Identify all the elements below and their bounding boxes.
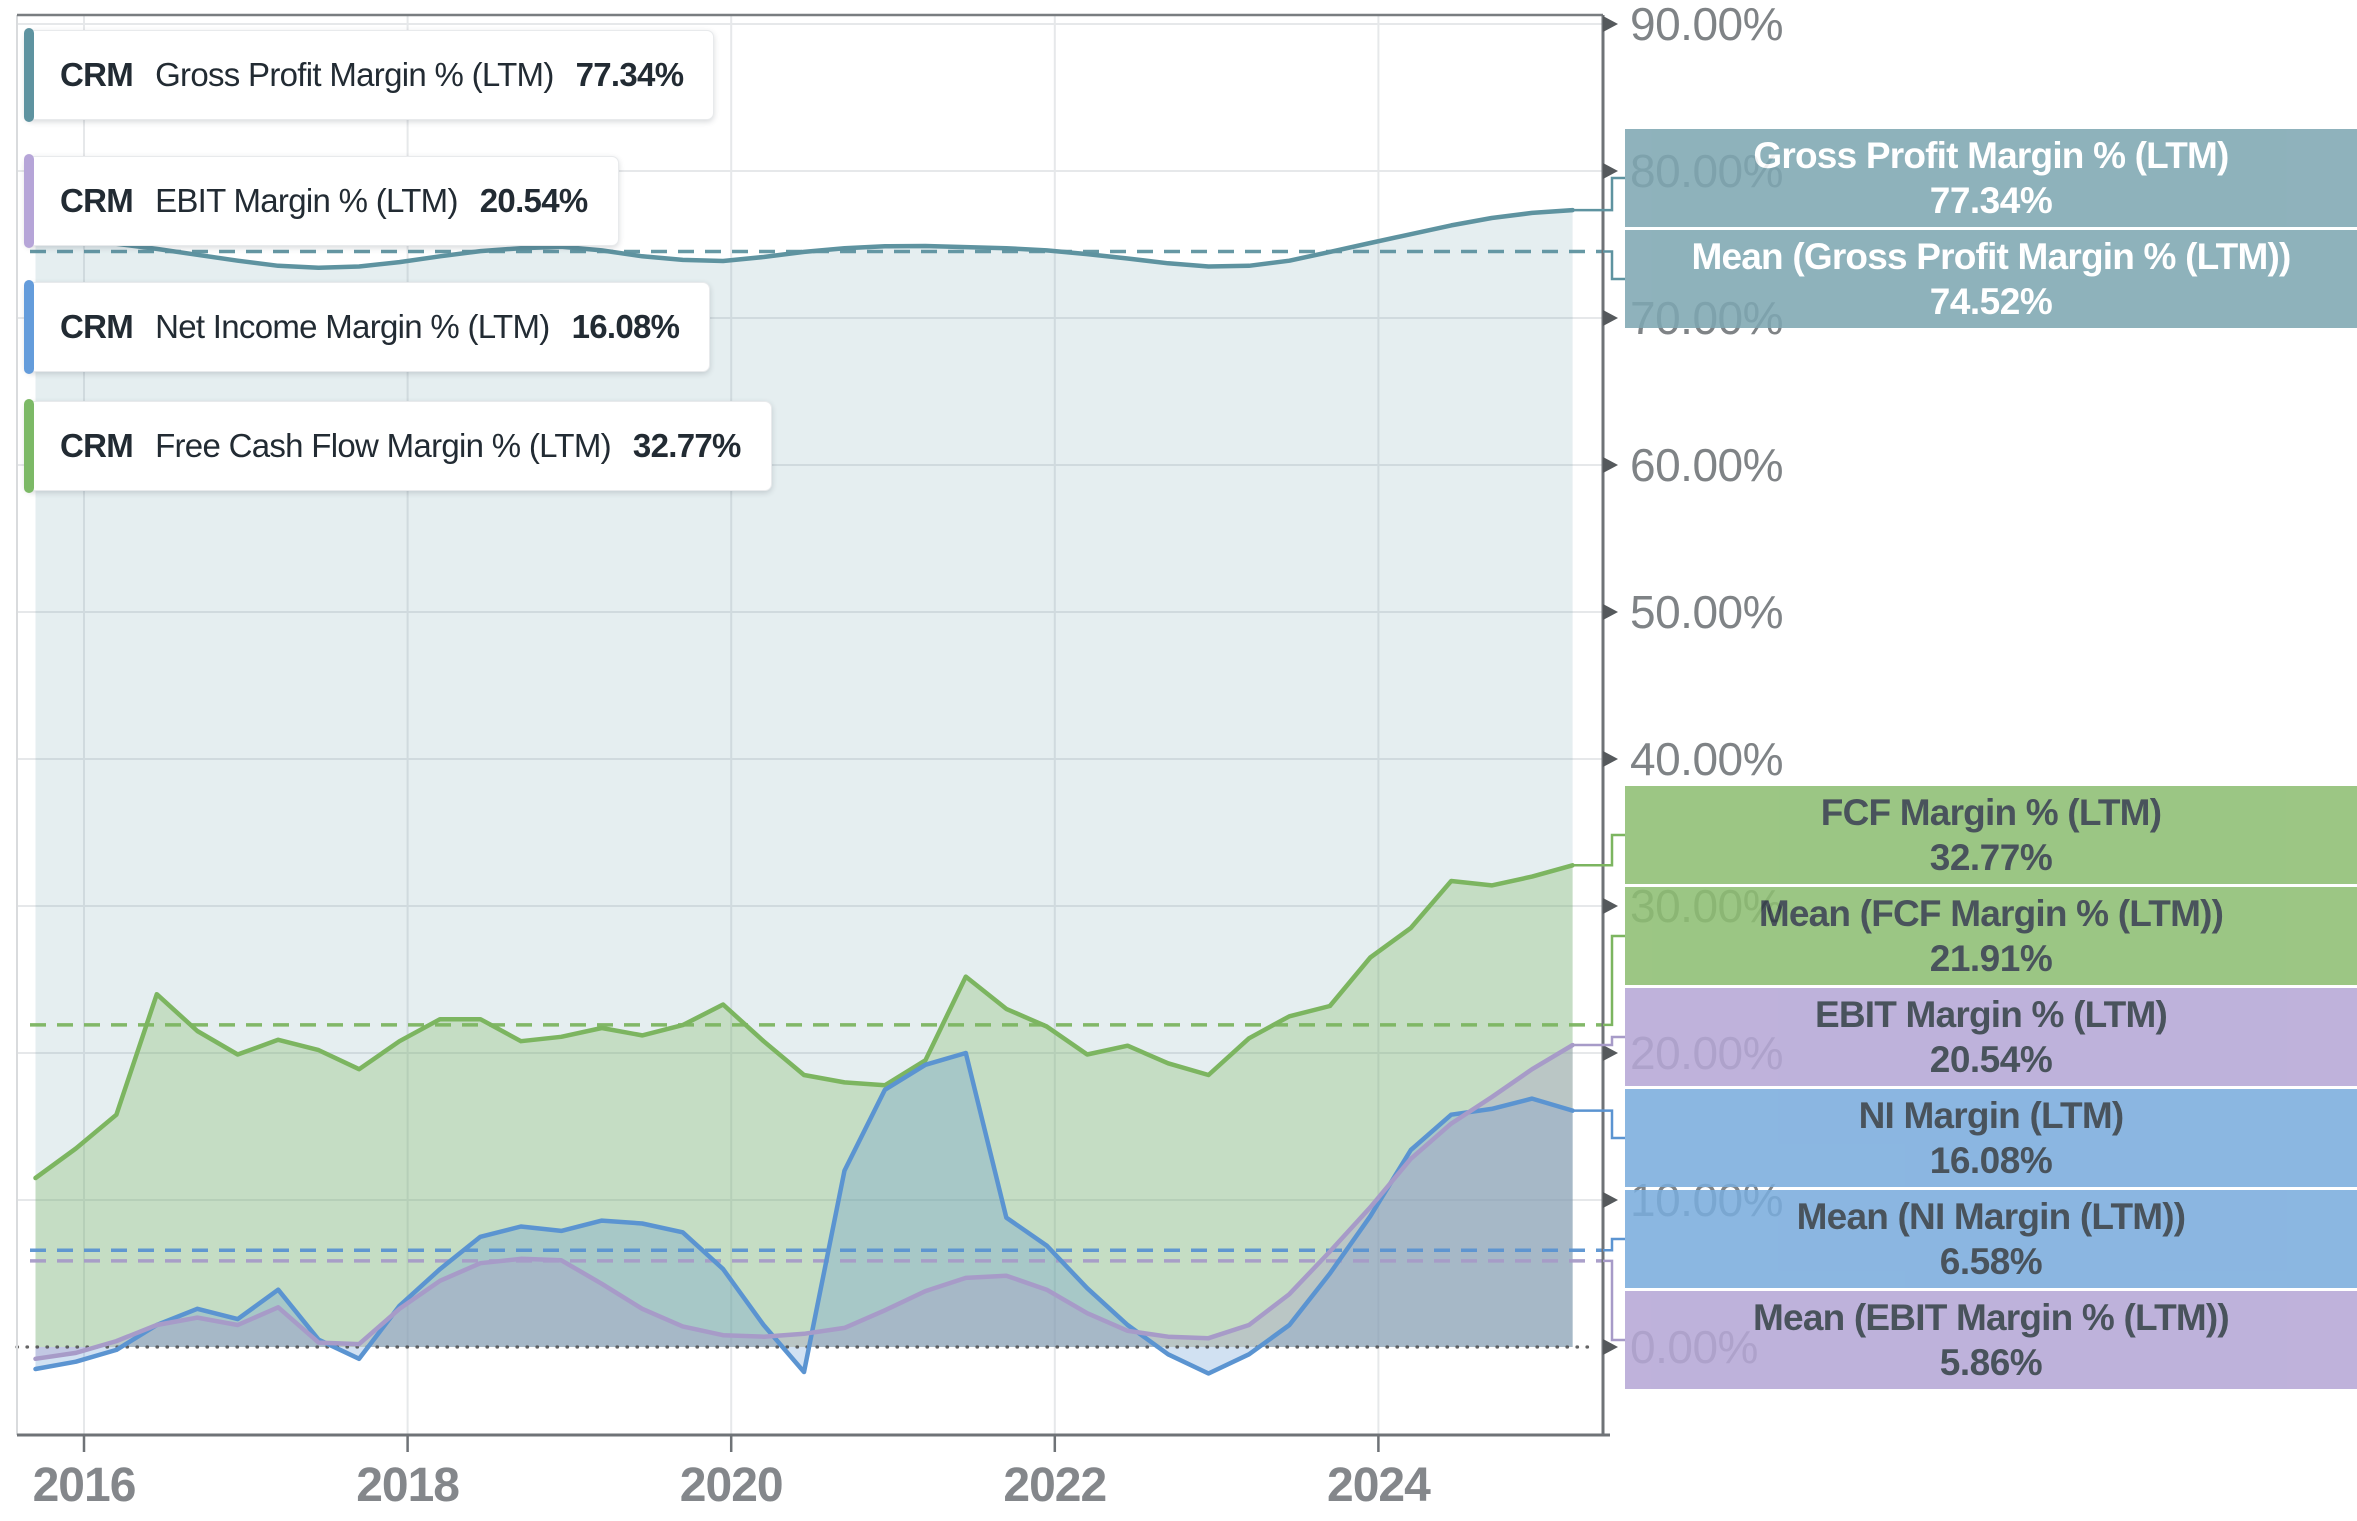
value-flag-mean-ebit-margin-ltm[interactable]: Mean (EBIT Margin % (LTM)) 5.86%: [1625, 1291, 2357, 1389]
x-tick-label: 2016: [32, 1459, 137, 1512]
value-flag-value: 5.86%: [1939, 1342, 2043, 1383]
x-tick-label: 2020: [679, 1459, 784, 1512]
legend-card-net-income-margin-ltm[interactable]: CRM Net Income Margin % (LTM) 16.08%: [24, 280, 711, 374]
y-tick-arrow: [1603, 1192, 1618, 1208]
legend-card-ebit-margin-ltm[interactable]: CRM EBIT Margin % (LTM) 20.54%: [24, 154, 619, 248]
x-tick-label: 2024: [1327, 1459, 1431, 1512]
y-tick-arrow: [1603, 16, 1618, 32]
series-area-fcf: [35, 865, 1573, 1347]
series-line-fcf: [33, 863, 1575, 1181]
legend-accent-bar: [24, 399, 34, 493]
series-line-ebit: [33, 1042, 1575, 1362]
series-line-gpm: [33, 207, 1575, 270]
value-flag-label: Mean (Gross Profit Margin % (LTM)): [1691, 235, 2291, 277]
value-flag-value: 21.91%: [1929, 938, 2053, 979]
y-tick-arrow: [1603, 457, 1618, 473]
value-box-connector: [1572, 1109, 1625, 1140]
x-tick-label: 2018: [356, 1459, 460, 1512]
y-tick-label: 50.00%: [1630, 586, 1784, 638]
value-flag-value: 74.52%: [1929, 281, 2053, 322]
value-flag-gross-profit-margin-ltm[interactable]: Gross Profit Margin % (LTM) 77.34%: [1625, 129, 2357, 227]
y-tick-label: 90.00%: [1630, 0, 1784, 50]
value-flag-mean-fcf-margin-ltm[interactable]: Mean (FCF Margin % (LTM)) 21.91%: [1625, 887, 2357, 985]
legend-label: Free Cash Flow Margin % (LTM): [155, 427, 612, 464]
x-tick-label: 2022: [1003, 1459, 1107, 1512]
value-flag-label: EBIT Margin % (LTM): [1814, 993, 2168, 1035]
legend-label: EBIT Margin % (LTM): [155, 182, 458, 219]
legend-accent-bar: [24, 154, 34, 248]
legend-value: 20.54%: [479, 182, 588, 219]
legend-accent-bar: [24, 280, 34, 374]
value-box-connector: [1572, 833, 1625, 867]
value-box-connector: [1603, 250, 1625, 281]
legend-ticker: CRM: [60, 427, 134, 464]
legend-value: 16.08%: [571, 308, 680, 345]
value-flag-value: 16.08%: [1929, 1140, 2053, 1181]
value-flag-fcf-margin-ltm[interactable]: FCF Margin % (LTM) 32.77%: [1625, 786, 2357, 884]
y-tick-label: 40.00%: [1630, 733, 1784, 785]
value-box-connector: [1572, 1035, 1625, 1047]
value-flag-value: 32.77%: [1929, 837, 2053, 878]
value-flag-value: 20.54%: [1929, 1039, 2053, 1080]
legend-card-free-cash-flow-margin-ltm[interactable]: CRM Free Cash Flow Margin % (LTM) 32.77%: [24, 399, 772, 493]
value-flag-label: FCF Margin % (LTM): [1820, 791, 2162, 833]
value-flag-mean-gross-profit-margin-ltm[interactable]: Mean (Gross Profit Margin % (LTM)) 74.52%: [1625, 230, 2357, 328]
value-flag-label: NI Margin (LTM): [1858, 1094, 2125, 1136]
value-box-connector: [1603, 1237, 1625, 1252]
series-line-ni: [33, 1050, 1575, 1376]
legend-ticker: CRM: [60, 308, 134, 345]
series-area-ebit: [35, 1045, 1573, 1359]
value-flag-value: 77.34%: [1929, 180, 2053, 221]
value-box-connector: [1572, 176, 1625, 212]
legend-card-gross-profit-margin-ltm[interactable]: CRM Gross Profit Margin % (LTM) 77.34%: [24, 28, 715, 122]
series-area-gpm: [35, 210, 1573, 1348]
y-tick-arrow: [1603, 1339, 1618, 1355]
y-tick-arrow: [1603, 310, 1618, 326]
legend-label: Net Income Margin % (LTM): [155, 308, 550, 345]
value-flag-label: Mean (EBIT Margin % (LTM)): [1753, 1296, 2230, 1338]
legend-label: Gross Profit Margin % (LTM): [155, 56, 554, 93]
value-flag-ebit-margin-ltm[interactable]: EBIT Margin % (LTM) 20.54%: [1625, 988, 2357, 1086]
value-flag-mean-ni-margin-ltm[interactable]: Mean (NI Margin (LTM)) 6.58%: [1625, 1190, 2357, 1288]
value-flag-ni-margin-ltm[interactable]: NI Margin (LTM) 16.08%: [1625, 1089, 2357, 1187]
legend-value: 77.34%: [575, 56, 684, 93]
value-flag-value: 6.58%: [1939, 1241, 2043, 1282]
y-tick-label: 60.00%: [1630, 439, 1784, 491]
value-box-connector: [1603, 934, 1625, 1027]
legend-ticker: CRM: [60, 56, 134, 93]
value-flag-label: Mean (NI Margin (LTM)): [1796, 1195, 2186, 1237]
legend-ticker: CRM: [60, 182, 134, 219]
value-flag-label: Mean (FCF Margin % (LTM)): [1758, 892, 2224, 934]
legend-value: 32.77%: [632, 427, 741, 464]
value-flag-label: Gross Profit Margin % (LTM): [1753, 134, 2229, 176]
y-tick-arrow: [1603, 898, 1618, 914]
y-tick-arrow: [1603, 751, 1618, 767]
legend-accent-bar: [24, 28, 34, 122]
y-tick-arrow: [1603, 1045, 1618, 1061]
value-box-connector: [1603, 1259, 1625, 1342]
y-tick-arrow: [1603, 604, 1618, 620]
y-tick-arrow: [1603, 163, 1618, 179]
